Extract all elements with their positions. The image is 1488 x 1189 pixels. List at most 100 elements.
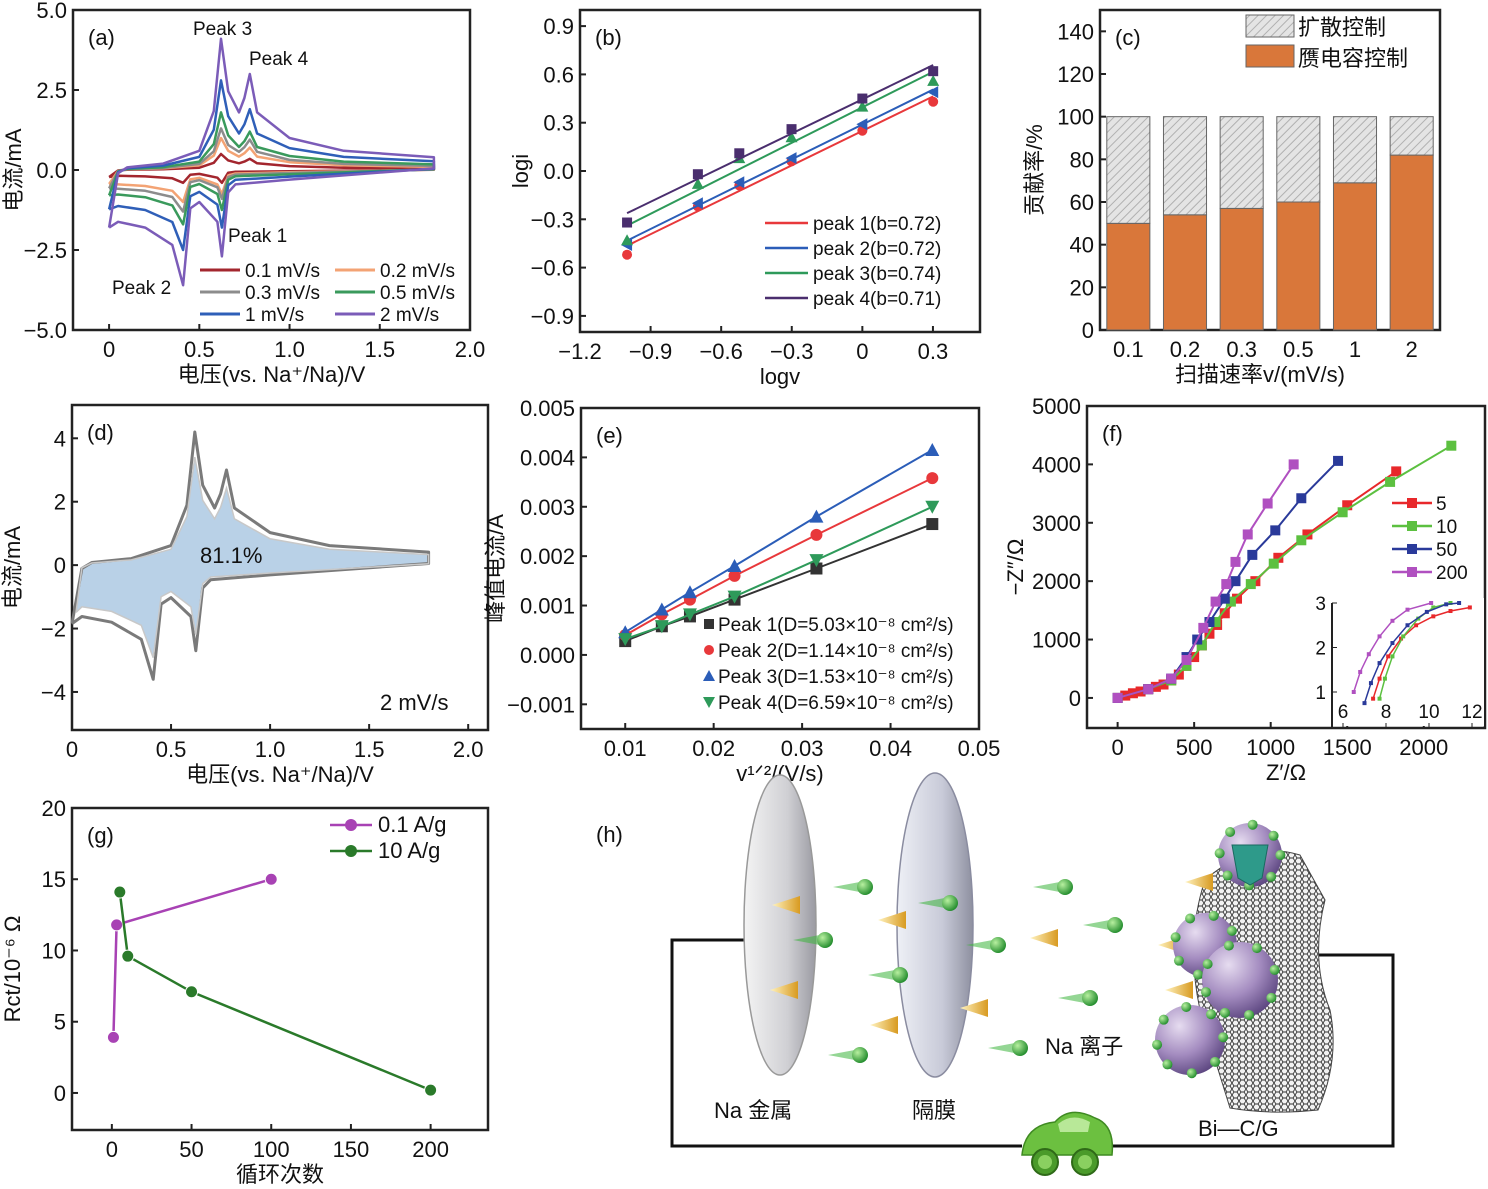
na-ion-icon (1185, 913, 1196, 924)
ion-trail (833, 881, 865, 893)
y-tick-label: −4 (41, 680, 66, 705)
electron-cone-icon (960, 999, 988, 1017)
data-point (810, 528, 823, 541)
y-tick-label: 0.0 (543, 159, 574, 184)
data-point (734, 148, 745, 159)
data-point (1446, 440, 1457, 451)
y-axis-label: Rct/10⁻⁶ Ω (0, 916, 25, 1023)
data-point (1112, 692, 1123, 703)
na-ion-icon (1170, 932, 1181, 943)
y-tick-label: 2 (54, 490, 66, 515)
data-point (1444, 602, 1449, 607)
chart-f: 0 500 1000 1500 2000 0 1000 2000 3000 4000 5000 Z′/… (1003, 394, 1487, 785)
x-tick-label: 0 (66, 737, 78, 762)
battery-schematic: (h) Na 金属 隔膜 Na 离子 Bi—C/G (596, 772, 1395, 1176)
legend-label: 10 (1436, 517, 1457, 538)
panel-label: (d) (87, 420, 114, 445)
data-point (1268, 558, 1279, 569)
data-point (703, 670, 715, 681)
data-point (1366, 652, 1371, 657)
cv-curve (107, 79, 436, 252)
x-tick-label: 0.5 (156, 737, 187, 762)
data-point (1302, 529, 1313, 540)
data-point (1232, 593, 1243, 604)
electron-cone-icon (772, 896, 800, 914)
data-point (856, 100, 869, 112)
data-point (1429, 601, 1434, 605)
x-axis-label: 电压(vs. Na⁺/Na)/V (186, 762, 374, 787)
electron-cone-icon (1165, 981, 1193, 999)
data-point (1270, 525, 1281, 536)
data-point (1351, 690, 1356, 694)
cv-curve (107, 127, 436, 213)
data-point (1390, 641, 1395, 646)
data-point (1390, 618, 1395, 623)
peak-annotation: Peak 4 (249, 49, 309, 70)
peak-annotation: Peak 3 (193, 19, 252, 40)
data-point (622, 217, 633, 228)
na-ion-icon (1266, 871, 1277, 882)
data-point (1198, 622, 1209, 633)
series-line (118, 891, 432, 1092)
y-tick-label: 0.6 (543, 62, 574, 87)
legend-label: 扩散控制 (1298, 15, 1386, 40)
na-ion-icon (1247, 819, 1258, 830)
series-line (624, 477, 933, 637)
inset-x-tick-label: 12 (1461, 702, 1482, 723)
na-ion-icon (1158, 1014, 1169, 1025)
data-point (1368, 681, 1373, 686)
y-tick-label: 0.005 (520, 396, 575, 421)
cv-curve-total (70, 430, 431, 681)
data-point (1247, 549, 1258, 560)
data-point (1377, 696, 1382, 701)
legend-label: 0.5 mV/s (380, 283, 455, 304)
bar-diffusion (1332, 116, 1378, 184)
y-tick-label: −0.9 (531, 304, 574, 329)
data-point (1407, 567, 1417, 577)
ion-trail (828, 1049, 860, 1061)
legend-swatch-diffusion (1245, 14, 1295, 38)
na-ion-icon (892, 967, 908, 983)
inset-background (1330, 598, 1484, 726)
data-point (1196, 640, 1207, 651)
y-axis-label: 峰值电流/A (483, 514, 508, 623)
electron-cone-icon (770, 981, 798, 999)
data-point (682, 585, 697, 599)
y-tick-label: 20 (42, 796, 66, 821)
data-point (704, 619, 714, 629)
data-point (1337, 507, 1348, 518)
x-tick-label: 0.02 (692, 736, 735, 761)
data-point (1424, 609, 1429, 614)
x-tick-label: 50 (179, 1137, 203, 1162)
y-tick-label: 15 (42, 867, 66, 892)
data-point (1377, 634, 1382, 639)
bi-spheres (1152, 819, 1286, 1079)
na-ion-icon (1266, 992, 1277, 1003)
data-point (1210, 617, 1221, 628)
data-point (185, 985, 199, 999)
data-point (925, 442, 940, 456)
y-tick-label: 3000 (1032, 511, 1081, 536)
data-point (810, 562, 823, 575)
ion-trail (966, 939, 998, 951)
y-tick-label: −0.6 (531, 256, 574, 281)
series-line (624, 505, 933, 641)
fit-line (626, 64, 934, 215)
y-tick-label: −2.5 (24, 238, 67, 263)
x-tick-label: 2.0 (455, 337, 486, 362)
x-tick-label: 2 (1406, 337, 1418, 362)
data-point (1407, 498, 1417, 508)
data-point (785, 131, 798, 143)
data-point (733, 176, 745, 189)
data-point (809, 554, 824, 568)
data-point (1382, 676, 1387, 681)
na-ion-icon (1082, 990, 1098, 1006)
peak-annotation: Peak 2 (112, 278, 171, 299)
data-point (727, 590, 742, 604)
na-ion-icon (1012, 1040, 1028, 1056)
data-point (927, 74, 940, 86)
data-point (1181, 654, 1192, 665)
y-tick-label: 4000 (1032, 452, 1081, 477)
legend-label: 1 mV/s (245, 305, 304, 326)
